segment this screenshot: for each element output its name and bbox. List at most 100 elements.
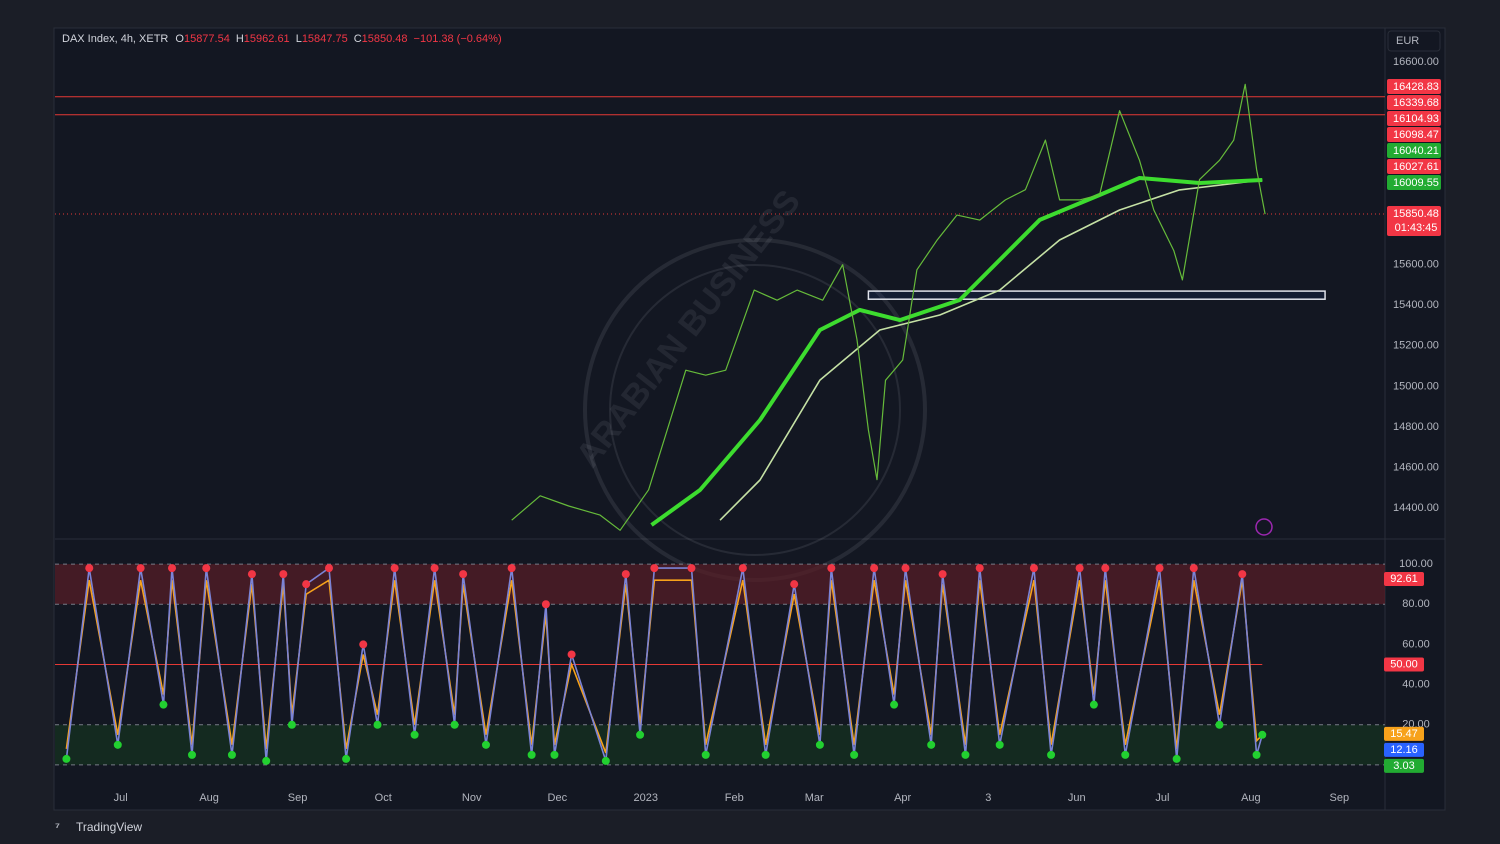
signal-dot (1172, 754, 1181, 763)
value-label-box (1384, 571, 1424, 586)
signal-dot (85, 564, 94, 573)
signal-dot (601, 756, 610, 765)
signal-dot (870, 564, 879, 573)
ohlc-value: 15850.48 (362, 33, 408, 45)
x-tick-label: 2023 (634, 792, 658, 804)
x-tick-label: Aug (199, 792, 219, 804)
signal-dot (815, 740, 824, 749)
price-label: 16027.61 (1393, 161, 1439, 173)
support-zone (867, 290, 1326, 300)
signal-dot (342, 754, 351, 763)
signal-dot (1089, 700, 1098, 709)
signal-dot (159, 700, 168, 709)
value-label: 15.47 (1390, 728, 1418, 740)
signal-dot (961, 750, 970, 759)
countdown: 01:43:45 (1395, 222, 1438, 234)
signal-dot (62, 754, 71, 763)
signal-dot (450, 720, 459, 729)
x-tick-label: Dec (548, 792, 568, 804)
signal-dot (738, 564, 747, 573)
x-tick-label: Apr (894, 792, 911, 804)
zone-band (55, 724, 1385, 765)
price-label-box (1387, 95, 1441, 110)
signal-dot (1252, 750, 1261, 759)
x-tick-label: Aug (1241, 792, 1261, 804)
y-tick-label: 15400.00 (1393, 299, 1439, 311)
signal-dot (262, 756, 271, 765)
y-tick-label: 16600.00 (1393, 56, 1439, 68)
change: −101.38 (−0.64%) (414, 33, 502, 45)
signal-dot (459, 570, 468, 579)
signal-dot (247, 570, 256, 579)
signal-dot (1215, 720, 1224, 729)
alert-icon[interactable] (1255, 518, 1273, 536)
x-tick-label: 3 (985, 792, 991, 804)
value-label: 12.16 (1390, 744, 1418, 756)
price-label-box (1387, 79, 1441, 94)
signal-dot (621, 570, 630, 579)
y-tick-label: 14800.00 (1393, 421, 1439, 433)
y-tick-label: 40.00 (1402, 678, 1430, 690)
signal-dot (481, 740, 490, 749)
signal-dot (995, 740, 1004, 749)
signal-dot (373, 720, 382, 729)
signal-dot (1121, 750, 1130, 759)
signal-dot (550, 750, 559, 759)
signal-dot (227, 750, 236, 759)
ohlc-label: O (175, 33, 184, 45)
signal-dot (975, 564, 984, 573)
ohlc-label: C (354, 33, 362, 45)
value-label-box (1384, 742, 1424, 757)
price-label: 16040.21 (1393, 145, 1439, 157)
signal-dot (287, 720, 296, 729)
signal-dot (1189, 564, 1198, 573)
signal-dot (136, 564, 145, 573)
price-label-box (1387, 159, 1441, 174)
ohlc-label: L (296, 33, 302, 45)
x-tick-label: Nov (462, 792, 482, 804)
ohlc-value: 15847.75 (302, 33, 348, 45)
value-label-box (1384, 657, 1424, 672)
signal-dot (430, 564, 439, 573)
price-label-box (1387, 175, 1441, 190)
signal-dot (324, 564, 333, 573)
signal-dot (701, 750, 710, 759)
signal-dot (1258, 730, 1267, 739)
x-tick-label: Sep (1330, 792, 1350, 804)
price-label-box (1387, 127, 1441, 142)
brand: TradingView (76, 820, 142, 834)
y-tick-label: 14600.00 (1393, 461, 1439, 473)
chart-title: DAX Index, 4h, XETR (62, 33, 168, 45)
signal-dot (636, 730, 645, 739)
y-tick-label: 60.00 (1402, 638, 1430, 650)
x-tick-label: Jul (1155, 792, 1169, 804)
x-tick-label: Sep (288, 792, 308, 804)
y-tick-label: 15600.00 (1393, 259, 1439, 271)
signal-dot (901, 564, 910, 573)
price-label-box (1387, 143, 1441, 158)
price-label: 16104.93 (1393, 113, 1439, 125)
signal-dot (113, 740, 122, 749)
signal-dot (890, 700, 899, 709)
zone-band (55, 564, 1385, 605)
signal-dot (527, 750, 536, 759)
price-label: 16339.68 (1393, 97, 1439, 109)
signal-dot (827, 564, 836, 573)
ohlc-value: 15877.54 (184, 33, 230, 45)
signal-dot (850, 750, 859, 759)
oscillator-area (62, 564, 1267, 765)
signal-dot (359, 640, 368, 649)
y-tick-label: 14400.00 (1393, 502, 1439, 514)
signal-dot (187, 750, 196, 759)
signal-dot (1047, 750, 1056, 759)
currency: EUR (1396, 35, 1419, 47)
signal-dot (790, 580, 799, 589)
x-tick-label: Jul (114, 792, 128, 804)
value-label: 3.03 (1393, 760, 1414, 772)
signal-dot (202, 564, 211, 573)
x-tick-label: Mar (805, 792, 824, 804)
series-line (511, 83, 1266, 531)
value-label-box (1384, 758, 1424, 773)
value-label-box (1384, 726, 1424, 741)
